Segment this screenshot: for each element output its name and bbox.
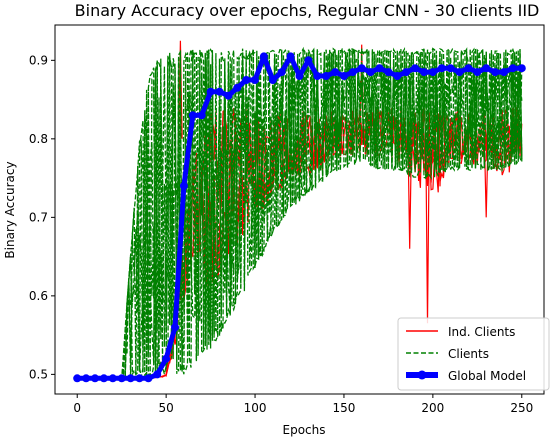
global-model-point — [393, 72, 401, 80]
global-model-point — [136, 374, 144, 382]
global-model-point — [500, 68, 508, 76]
x-tick-label: 0 — [73, 401, 81, 415]
global-model-point — [456, 68, 464, 76]
global-model-point — [367, 68, 375, 76]
y-tick-label: 0.9 — [29, 53, 48, 67]
legend: Ind. Clients Clients Global Model — [398, 318, 549, 390]
global-model-point — [82, 374, 90, 382]
legend-global-model-label: Global Model — [448, 369, 526, 383]
x-axis: 0 50 100 150 200 250 — [73, 394, 533, 415]
global-model-point — [207, 88, 215, 96]
global-model-point — [260, 52, 268, 60]
global-model-point — [224, 92, 232, 100]
global-model-point — [358, 64, 366, 72]
global-model-point — [180, 182, 188, 190]
global-model-point — [313, 72, 321, 80]
x-tick-label: 250 — [510, 401, 533, 415]
global-model-point — [482, 64, 490, 72]
global-model-point — [242, 76, 250, 84]
y-axis: 0.5 0.6 0.7 0.8 0.9 — [29, 53, 55, 381]
y-tick-label: 0.5 — [29, 367, 48, 381]
global-model-point — [509, 64, 517, 72]
global-model-point — [473, 68, 481, 76]
global-model-point — [464, 64, 472, 72]
global-model-point — [322, 72, 330, 80]
global-model-point — [349, 68, 357, 76]
global-model-point — [402, 68, 410, 76]
global-model-point — [304, 56, 312, 64]
y-tick-label: 0.8 — [29, 132, 48, 146]
chart-title: Binary Accuracy over epochs, Regular CNN… — [75, 1, 540, 20]
y-axis-label: Binary Accuracy — [3, 161, 17, 258]
global-model-point — [447, 64, 455, 72]
global-model-point — [144, 374, 152, 382]
y-tick-label: 0.7 — [29, 210, 48, 224]
legend-ind-clients-label: Ind. Clients — [448, 325, 515, 339]
global-model-point — [269, 76, 277, 84]
global-model-point — [518, 64, 526, 72]
x-tick-label: 50 — [158, 401, 173, 415]
x-tick-label: 200 — [421, 401, 444, 415]
global-model-point — [411, 64, 419, 72]
global-model-point — [438, 64, 446, 72]
global-model-point — [162, 355, 170, 363]
global-model-point — [73, 374, 81, 382]
global-model-point — [100, 374, 108, 382]
global-model-point — [376, 64, 384, 72]
global-model-point — [251, 76, 259, 84]
global-model-point — [118, 374, 126, 382]
global-model-point — [91, 374, 99, 382]
global-model-point — [491, 68, 499, 76]
x-axis-label: Epochs — [283, 423, 326, 437]
global-model-point — [171, 323, 179, 331]
global-model-point — [278, 68, 286, 76]
global-model-point — [198, 111, 206, 119]
global-model-point — [189, 111, 197, 119]
global-model-point — [287, 52, 295, 60]
global-model-point — [331, 68, 339, 76]
x-tick-label: 100 — [244, 401, 267, 415]
global-model-point — [420, 68, 428, 76]
x-tick-label: 150 — [333, 401, 356, 415]
global-model-point — [340, 72, 348, 80]
global-model-point — [153, 370, 161, 378]
global-model-point — [109, 374, 117, 382]
global-model-point — [384, 68, 392, 76]
legend-clients-label: Clients — [448, 347, 489, 361]
y-tick-label: 0.6 — [29, 289, 48, 303]
global-model-point — [127, 374, 135, 382]
global-model-point — [429, 68, 437, 76]
global-model-point — [296, 72, 304, 80]
global-model-point — [216, 88, 224, 96]
legend-global-model-marker — [418, 371, 427, 380]
global-model-point — [233, 84, 241, 92]
